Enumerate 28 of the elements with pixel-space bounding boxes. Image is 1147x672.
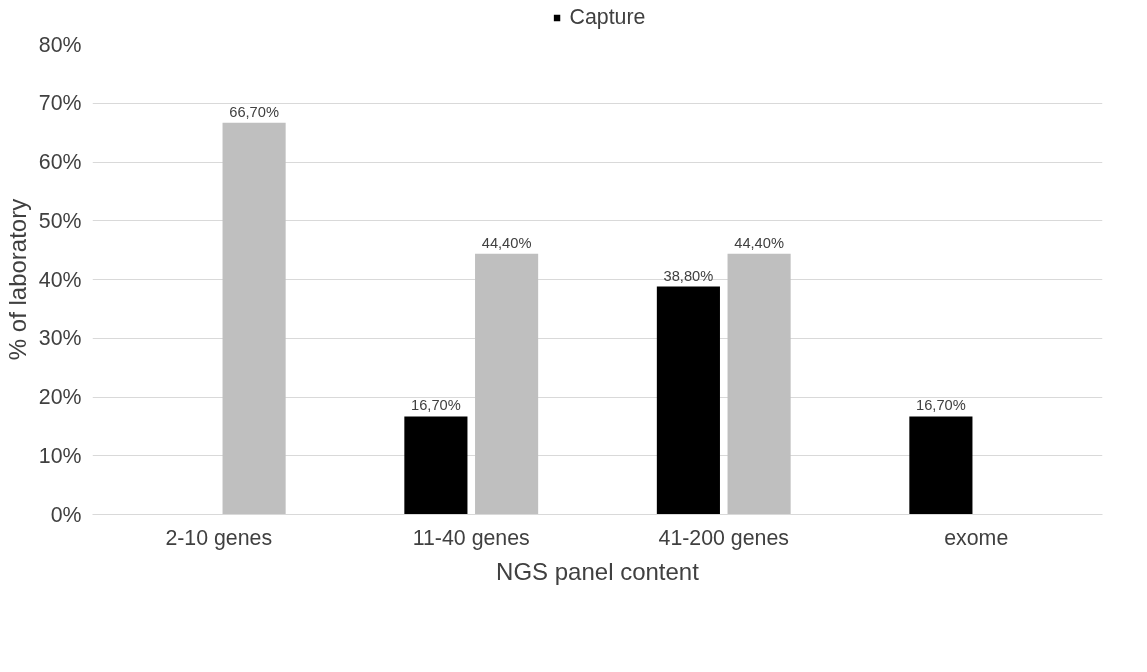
bar [475,253,539,515]
y-tick-label: 70% [38,91,82,116]
x-tick-label: 41-200 genes [658,525,789,550]
x-tick-label: exome [944,525,1009,550]
data-label: 44,40% [734,234,784,251]
y-tick-label: 10% [38,443,82,468]
data-label: 66,70% [229,103,279,120]
x-tick-label: 2-10 genes [165,525,273,550]
y-tick-label: 0% [50,502,82,527]
data-label: 16,70% [411,397,461,414]
y-tick-label: 40% [38,267,82,292]
bar [222,122,286,515]
y-axis-title: % of laboratory [3,198,31,361]
data-label: 44,40% [481,234,532,251]
y-tick-label: 20% [38,385,82,409]
x-axis-title: NGS panel content [496,557,700,585]
data-label: 16,70% [916,397,966,414]
y-tick-label: 60% [38,150,82,174]
bar [909,416,973,515]
legend-label: Capture [569,4,646,30]
y-tick-label: 80% [38,32,82,57]
x-tick-label: 11-40 genes [412,525,530,550]
y-tick-label: 30% [38,326,82,351]
bar [404,416,468,515]
bar [656,286,720,515]
bar [727,253,791,515]
data-label: 38,80% [663,267,714,284]
y-tick-label: 50% [38,208,82,233]
